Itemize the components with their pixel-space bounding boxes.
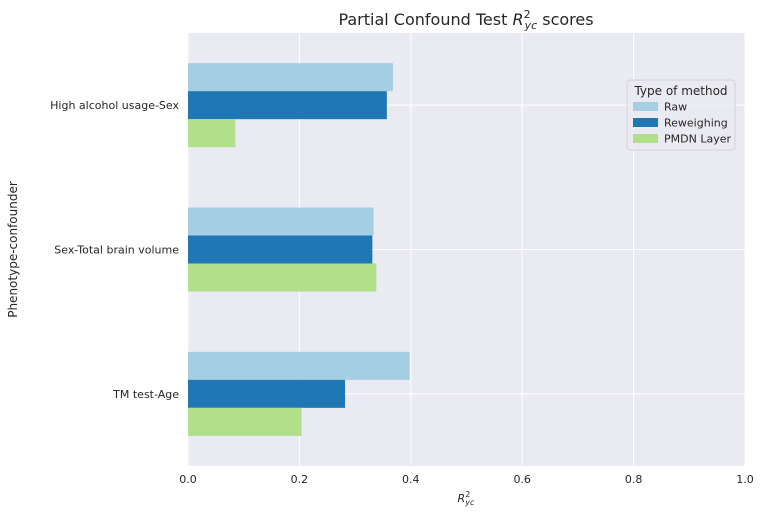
y-tick-label: TM test-Age [112,388,179,401]
x-tick-labels: 0.0 0.2 0.4 0.6 0.8 1.0 [179,473,754,486]
bar-raw [188,351,410,380]
bars [188,63,410,436]
legend-label: Raw [664,101,687,114]
bar-pmdn-layer [188,119,236,148]
legend-swatch [633,134,658,143]
bar-reweighing [188,235,373,264]
legend-items: Raw Reweighing PMDN Layer [633,101,731,146]
x-axis-label: R2 yc [458,490,475,507]
legend-label: PMDN Layer [664,133,731,146]
bar-pmdn-layer [188,263,377,292]
bar-reweighing [188,91,387,120]
bar-reweighing [188,379,346,408]
x-tick-label: 0.6 [513,473,531,486]
x-tick-label: 0.4 [402,473,420,486]
chart-title: Partial Confound Test R2 yc scores [338,8,593,32]
bar-raw [188,207,374,236]
legend-swatch [633,102,658,111]
legend-title: Type of method [633,84,727,98]
bar-raw [188,63,393,92]
x-tick-label: 0.0 [179,473,197,486]
y-tick-labels: High alcohol usage-Sex Sex-Total brain vo… [50,99,179,401]
y-tick-label: High alcohol usage-Sex [50,99,179,112]
bar-pmdn-layer [188,407,302,436]
x-tick-label: 1.0 [736,473,754,486]
legend-box [626,79,736,151]
y-axis-label: Phenotype-confounder [6,181,20,318]
legend-swatch [633,118,658,127]
x-tick-label: 0.2 [291,473,309,486]
y-tick-label: Sex-Total brain volume [54,244,179,257]
legend-label: Reweighing [664,117,728,130]
x-tick-label: 0.8 [625,473,643,486]
legend: Type of method Raw Reweighing PMDN Layer [626,79,736,151]
